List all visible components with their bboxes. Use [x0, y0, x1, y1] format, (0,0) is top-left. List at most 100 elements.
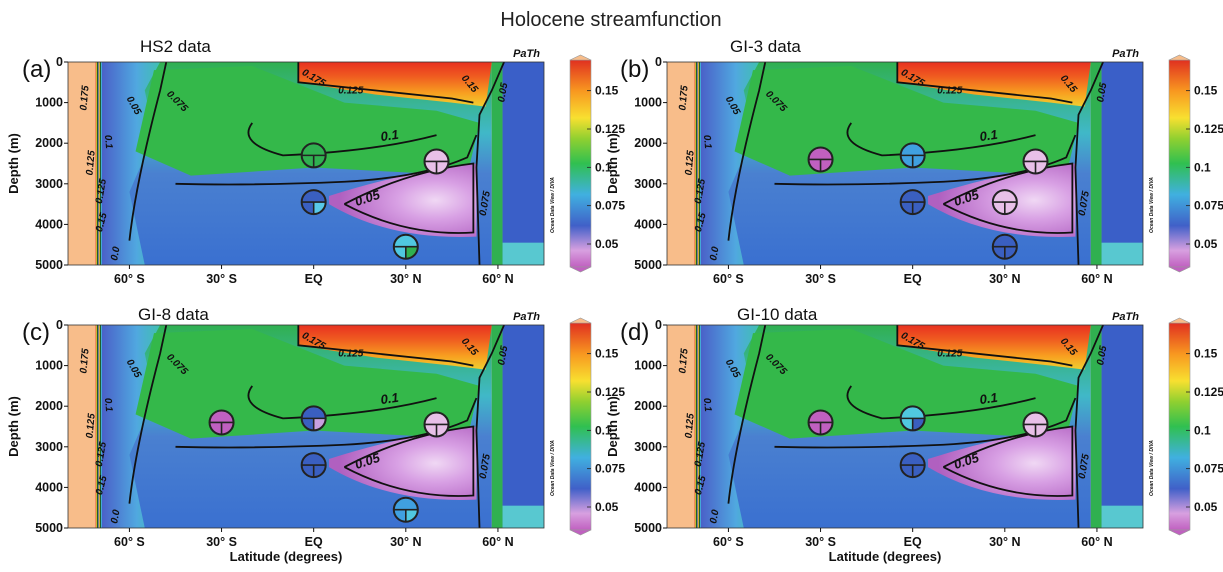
north-upwelling — [897, 325, 1091, 370]
site-bottom-right — [820, 159, 833, 172]
x-tick-label: 60° N — [1081, 272, 1112, 286]
site-marker[interactable] — [300, 189, 327, 216]
contour-line-0-075 — [727, 62, 767, 241]
colorbar-tick-label: 0.15 — [595, 347, 619, 361]
contour-line-0-125 — [896, 325, 1073, 367]
site-bottom-left — [900, 418, 913, 431]
site-marker[interactable] — [392, 496, 419, 523]
site-marker[interactable] — [991, 189, 1018, 216]
boundary-stripe — [700, 62, 701, 265]
north-basin — [1101, 325, 1143, 528]
x-tick-label: 60° N — [482, 535, 513, 549]
contour-label-0-075-north: 0.075 — [1077, 190, 1092, 217]
site-marker[interactable] — [300, 142, 327, 169]
boundary-stripe — [95, 325, 97, 528]
contour-line-north — [475, 62, 505, 265]
upper-cell — [135, 66, 480, 176]
site-marker[interactable] — [899, 452, 926, 479]
site-top-half — [1023, 149, 1048, 162]
site-marker[interactable] — [208, 409, 235, 436]
site-marker[interactable] — [423, 148, 450, 175]
site-marker[interactable] — [807, 146, 834, 173]
panel-b: 0.1 0.05 0.175 0.15 0.125 0.075 0.15 0.125 0.075… — [605, 37, 1223, 286]
site-bottom-left — [900, 155, 913, 168]
x-tick-label: 60° S — [114, 272, 145, 286]
colorbar-tick-label: 0.1 — [595, 160, 612, 174]
site-bottom-right — [436, 161, 449, 174]
site-bottom-left — [900, 202, 913, 215]
method-label: PaTh — [1112, 311, 1139, 323]
y-tick-label: 3000 — [35, 177, 63, 191]
x-tick-label: 60° N — [482, 272, 513, 286]
panel-letter: (c) — [22, 319, 50, 346]
boundary-stripe — [694, 325, 696, 528]
contour-label-0-175-boundary: 0.175 — [677, 85, 690, 111]
site-marker[interactable] — [1022, 148, 1049, 175]
y-axis-label: Depth (m) — [605, 396, 620, 457]
contour-line-0-075 — [727, 325, 767, 504]
north-basin — [502, 62, 544, 265]
x-tick-label: EQ — [904, 535, 922, 549]
contour-label-0-05-north: 0.05 — [1095, 82, 1109, 104]
contour-line-0-05 — [942, 425, 1074, 497]
contour-label-0-075-north: 0.075 — [478, 190, 493, 217]
site-top-half — [393, 234, 418, 247]
site-top-half — [900, 143, 925, 156]
y-tick-label: 4000 — [634, 217, 662, 231]
site-marker[interactable] — [392, 233, 419, 260]
contour-label-0-175-boundary: 0.175 — [78, 85, 91, 111]
site-bottom-left — [900, 465, 913, 478]
site-marker[interactable] — [1022, 411, 1049, 438]
site-top-half — [209, 410, 234, 423]
site-marker[interactable] — [899, 405, 926, 432]
y-tick-label: 0 — [655, 318, 662, 332]
boundary-stripe — [696, 62, 698, 265]
y-tick-label: 5000 — [35, 258, 63, 272]
colorbar-tick-label: 0.05 — [1194, 500, 1218, 514]
boundary-stripe — [697, 62, 698, 265]
site-bottom-left — [1023, 161, 1036, 174]
contour-label-0-15-south: 0.15 — [693, 211, 709, 233]
site-marker[interactable] — [899, 189, 926, 216]
colorbar-tick-label: 0.075 — [595, 462, 625, 476]
boundary-stripe — [100, 325, 102, 528]
odv-caption: Ocean Data View / DIVA — [1149, 440, 1155, 496]
colorbar-tick-label: 0.1 — [1194, 423, 1211, 437]
north-column — [491, 62, 503, 265]
method-label: PaTh — [1112, 48, 1139, 60]
boundary-stripe — [698, 325, 700, 528]
x-axis-label: Latitude (degrees) — [829, 549, 942, 564]
site-top-half — [301, 190, 326, 203]
panel-frame — [666, 61, 1144, 266]
x-tick-label: EQ — [904, 272, 922, 286]
colorbar-tick-label: 0.075 — [595, 199, 625, 213]
contour-line-0-05 — [343, 162, 475, 234]
north-basin — [502, 325, 544, 528]
contour-label-0-1-south: 0.1 — [102, 397, 114, 412]
site-marker[interactable] — [423, 411, 450, 438]
y-axis-label: Depth (m) — [6, 396, 21, 457]
method-label: PaTh — [513, 311, 540, 323]
boundary-stripe — [695, 325, 697, 528]
contour-line-north — [475, 325, 505, 528]
contour-line-0-05 — [942, 162, 1074, 234]
site-bottom-right — [313, 155, 326, 168]
boundary-stripe — [699, 325, 701, 528]
panel-subtitle: GI-8 data — [138, 305, 209, 324]
y-tick-label: 0 — [655, 55, 662, 69]
contour-label-0-0: 0.0 — [109, 245, 122, 261]
colorbar-tick-label: 0.1 — [595, 423, 612, 437]
boundary-stripe — [697, 325, 698, 528]
site-marker[interactable] — [300, 452, 327, 479]
boundary-stripe — [699, 62, 701, 265]
site-marker[interactable] — [300, 405, 327, 432]
site-marker[interactable] — [899, 142, 926, 169]
site-top-half — [1023, 412, 1048, 425]
site-marker[interactable] — [807, 409, 834, 436]
site-top-half — [992, 234, 1017, 247]
boundary-stripe — [697, 62, 699, 265]
site-bottom-right — [820, 422, 833, 435]
x-tick-label: 30° S — [805, 535, 836, 549]
site-marker[interactable] — [991, 233, 1018, 260]
